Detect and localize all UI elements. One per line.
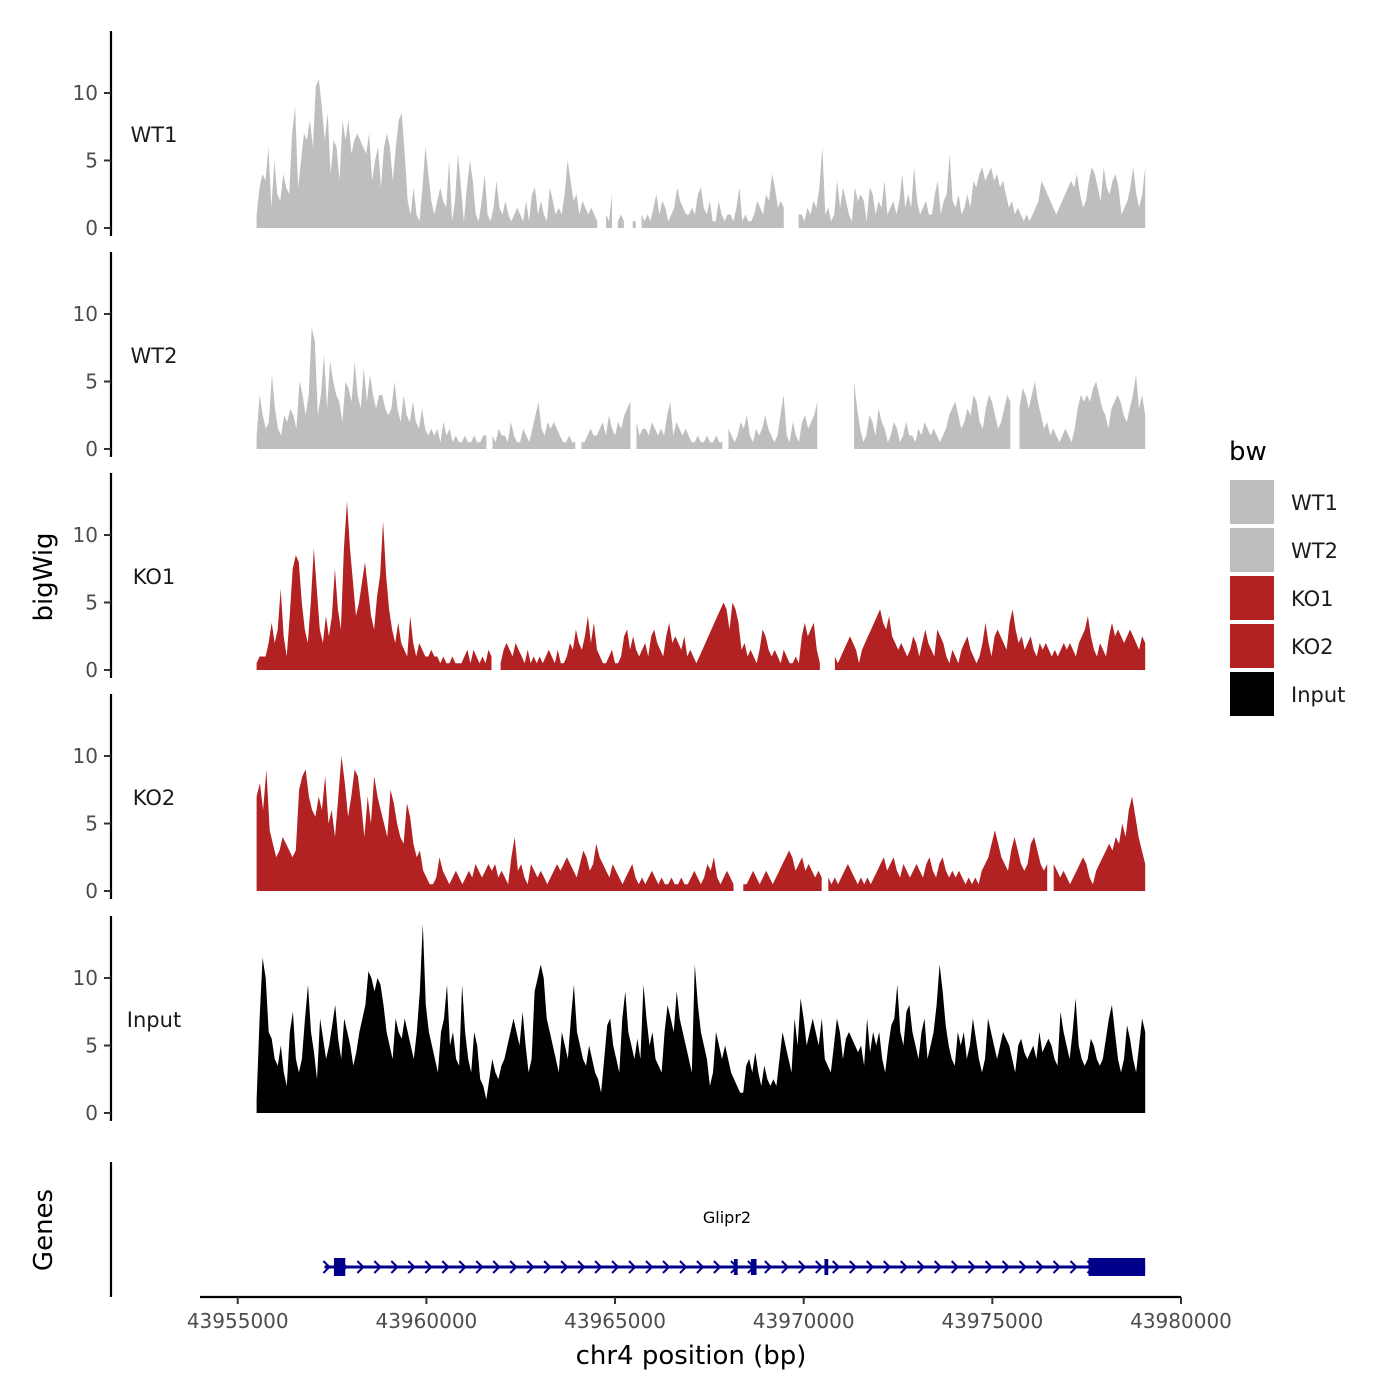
legend: bw WT1 WT2 KO1 KO2 Input [1229,437,1345,716]
x-axis-title: chr4 position (bp) [576,1341,807,1371]
y-tick-label: 5 [85,812,98,836]
track-label: WT1 [131,123,178,147]
track-ko1: 0 5 10 KO1 [73,473,1146,682]
x-tick-label: 43975000 [941,1309,1043,1333]
coverage-area-wt1 [257,80,1146,229]
coverage-area-ko1 [257,501,1146,670]
chart-canvas: 0 5 10 WT1 0 5 10 WT2 0 5 10 KO1 0 5 10 KO2 0 5 10 Input Gl… [0,0,1400,1400]
track-label: WT2 [131,344,178,368]
track-wt2: 0 5 10 WT2 [73,252,1146,461]
y-tick-label: 5 [85,591,98,615]
gene-exon [1089,1258,1146,1276]
y-tick-label: 10 [73,966,98,990]
y-tick-label: 10 [73,81,98,105]
track-label: Input [127,1008,181,1032]
y-tick-label: 5 [85,149,98,173]
legend-swatch-ko2 [1230,624,1274,668]
x-axis: 43955000 43960000 43965000 43970000 43975000… [187,1297,1232,1333]
gene-exon [824,1259,828,1275]
y-tick-label: 0 [85,658,98,682]
gene-exon [751,1259,757,1275]
legend-label-wt1: WT1 [1291,491,1338,515]
coverage-area-input [257,924,1146,1113]
track-ko2: 0 5 10 KO2 [73,694,1146,903]
legend-label-ko1: KO1 [1291,587,1334,611]
y-tick-label: 10 [73,744,98,768]
y-tick-label: 0 [85,879,98,903]
x-tick-label: 43980000 [1130,1309,1232,1333]
y-tick-label: 10 [73,523,98,547]
x-tick-label: 43970000 [753,1309,855,1333]
legend-swatch-ko1 [1230,576,1274,620]
y-tick-label: 10 [73,302,98,326]
track-label: KO2 [133,786,176,810]
y-axis-title: bigWig [29,532,59,621]
legend-title: bw [1229,437,1267,467]
x-tick-label: 43965000 [564,1309,666,1333]
y-tick-label: 0 [85,1101,98,1125]
gene-exon [334,1258,345,1276]
y-tick-label: 5 [85,370,98,394]
legend-label-input: Input [1291,683,1345,707]
track-input: 0 5 10 Input [73,916,1146,1125]
track-wt1: 0 5 10 WT1 [73,31,1146,240]
gene-exon [734,1259,738,1275]
coverage-area-ko2 [257,756,1146,891]
legend-label-ko2: KO2 [1291,635,1334,659]
legend-swatch-wt1 [1230,480,1274,524]
legend-swatch-wt2 [1230,528,1274,572]
y-tick-label: 5 [85,1034,98,1058]
x-tick-label: 43955000 [187,1309,289,1333]
gene-track: Glipr2 [111,1162,1145,1297]
coverage-tracks: 0 5 10 WT1 0 5 10 WT2 0 5 10 KO1 0 5 10 KO2 0 5 10 Input [73,31,1146,1125]
coverage-area-wt2 [257,328,1146,450]
legend-swatch-input [1230,672,1274,716]
y-tick-label: 0 [85,216,98,240]
x-tick-label: 43960000 [375,1309,477,1333]
gene-name: Glipr2 [703,1208,751,1227]
gene-track-title: Genes [29,1189,59,1271]
track-label: KO1 [133,565,176,589]
legend-label-wt2: WT2 [1291,539,1338,563]
y-tick-label: 0 [85,437,98,461]
